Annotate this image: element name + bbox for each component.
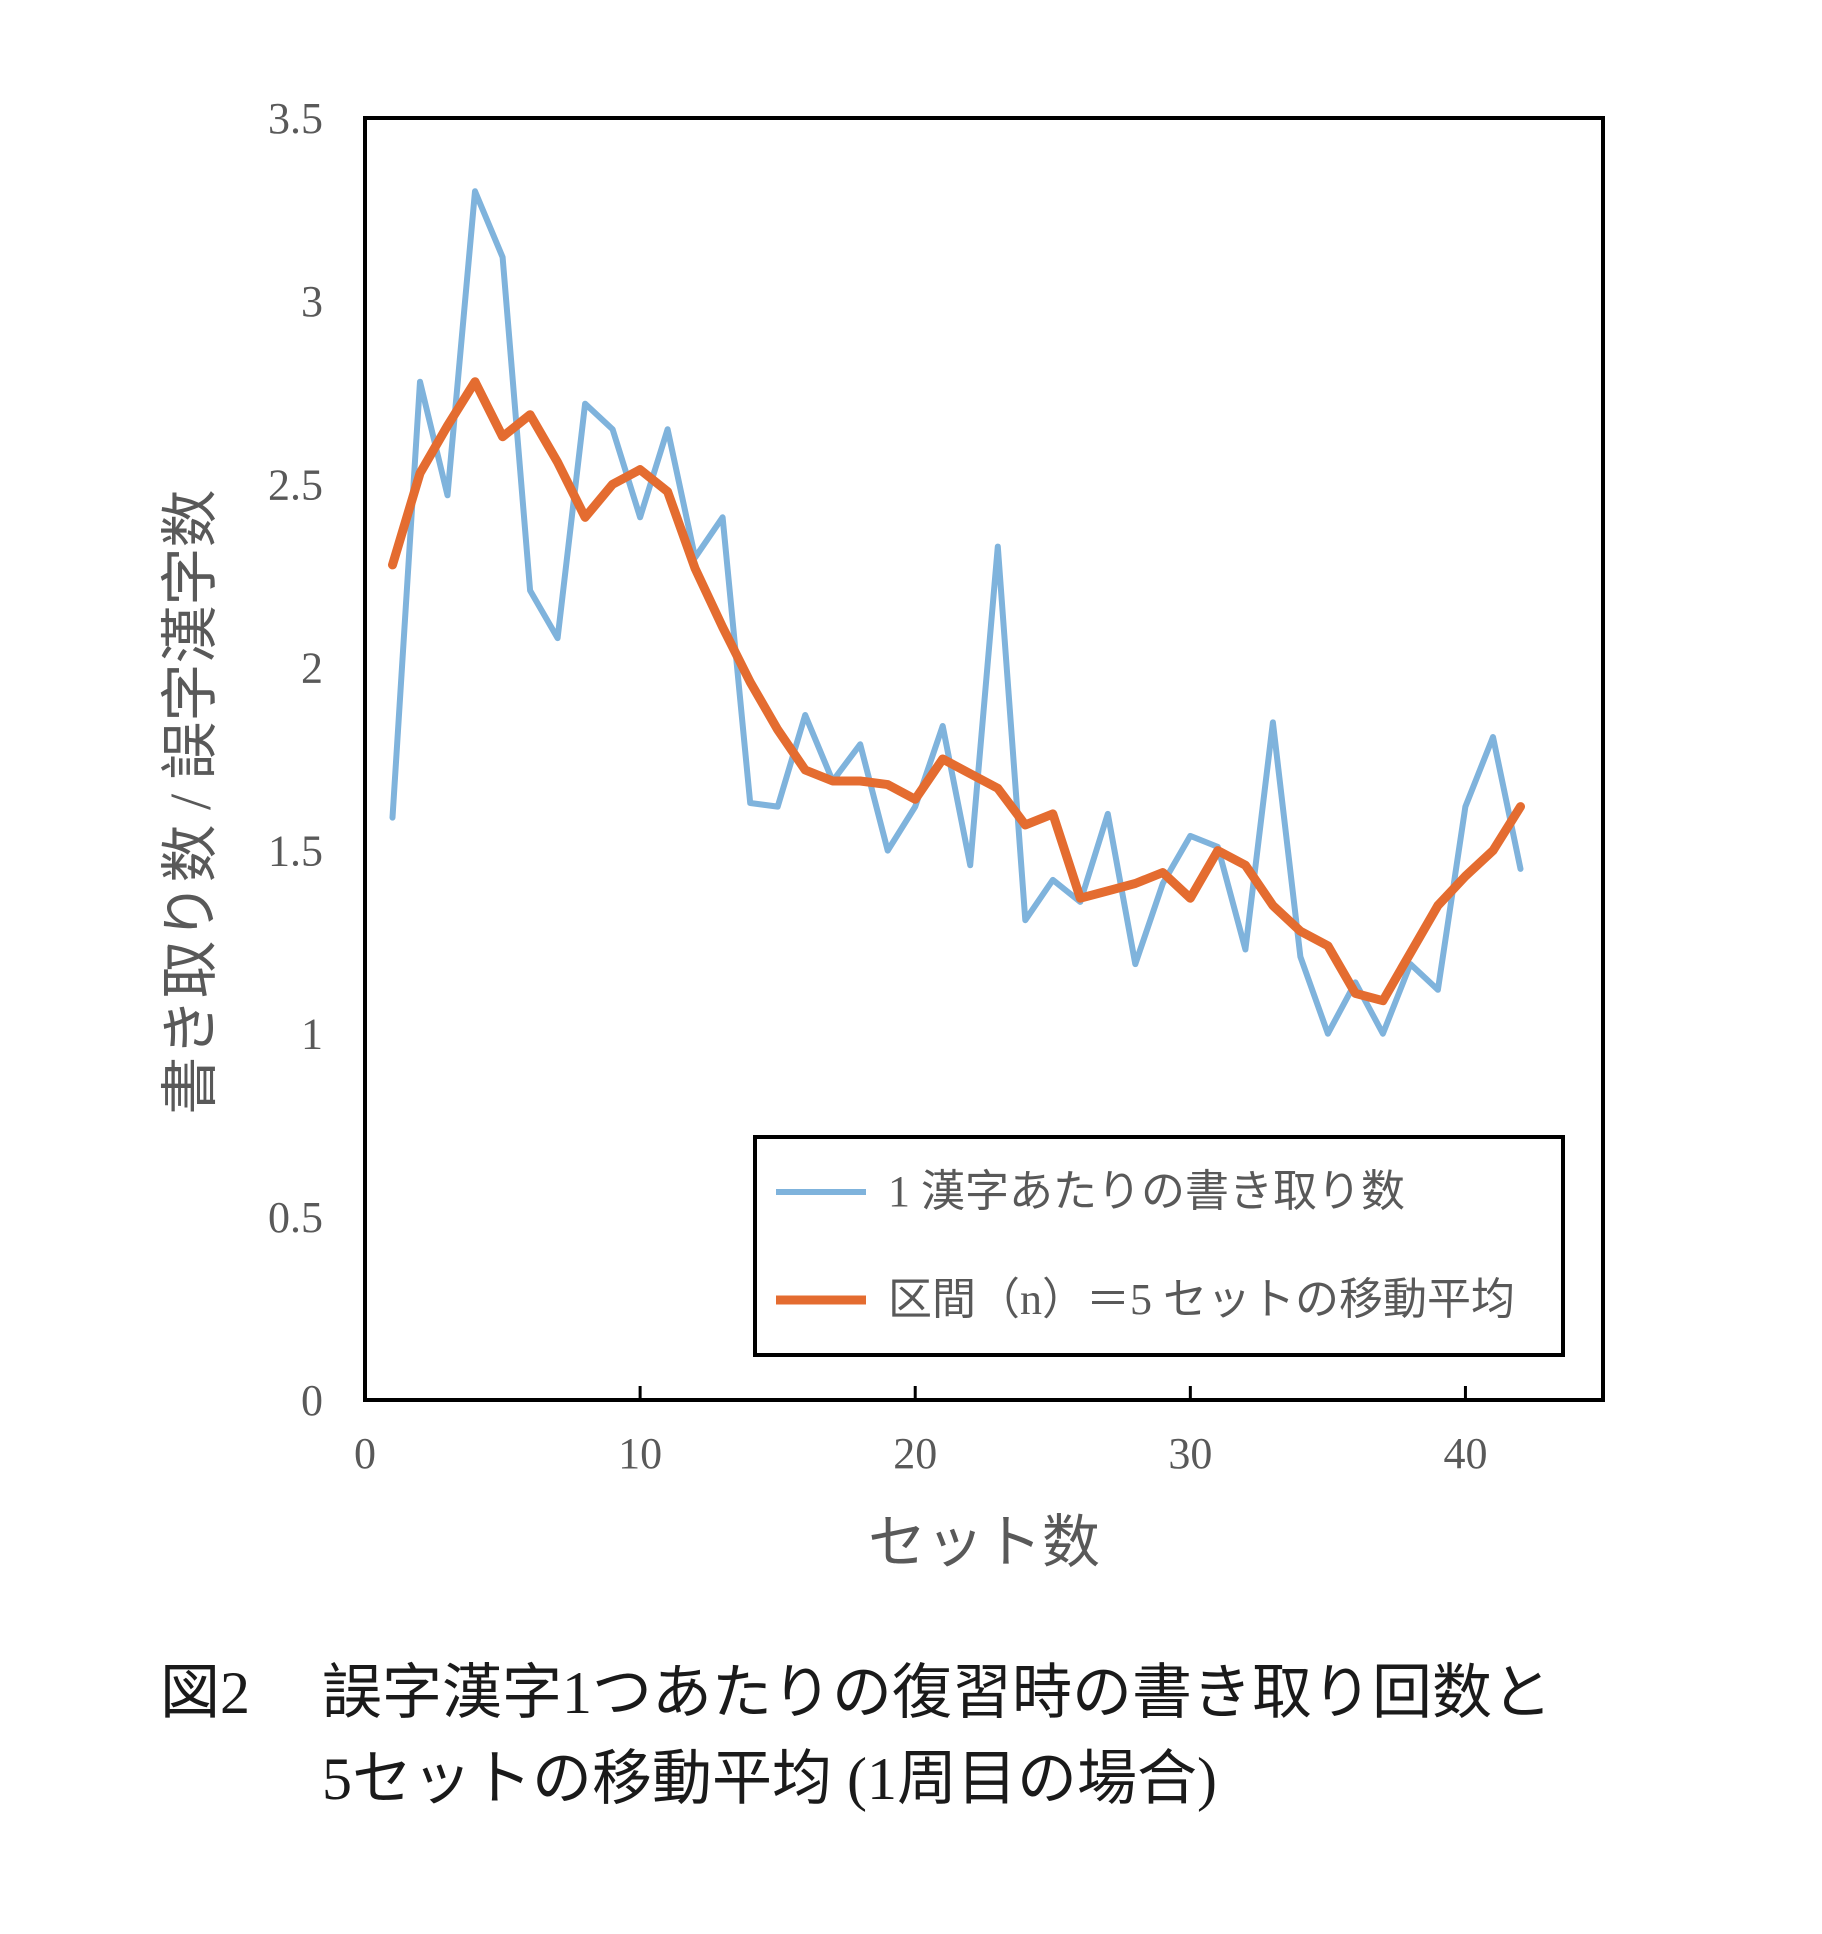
y-tick-label: 0: [301, 1376, 323, 1425]
x-axis-title: セット数: [868, 1510, 1100, 1575]
y-axis-title: 書き取り数 / 誤字漢字数: [158, 489, 223, 1114]
legend: 1 漢字あたりの書き取り数 区間（n）＝5 セットの移動平均: [753, 1135, 1565, 1357]
caption-first-line: 図2 誤字漢字1つあたりの復習時の書き取り回数と: [160, 1650, 1720, 1736]
series-line-moving-average: [388, 377, 1525, 1006]
legend-label-moving-average: 区間（n）＝5 セットの移動平均: [888, 1275, 1515, 1324]
figure-caption: 図2 誤字漢字1つあたりの復習時の書き取り回数と 5セットの移動平均 (1周目の…: [160, 1650, 1720, 1822]
x-tick-label: 30: [1168, 1429, 1212, 1478]
x-tick-label: 40: [1443, 1429, 1487, 1478]
caption-text-line1: 誤字漢字1つあたりの復習時の書き取り回数と: [322, 1660, 1552, 1726]
legend-box: [753, 1135, 1565, 1357]
legend-label-raw: 1 漢字あたりの書き取り数: [888, 1167, 1405, 1216]
y-tick-label: 1.5: [268, 827, 323, 876]
y-tick-label: 1: [301, 1010, 323, 1059]
plot-area-frame: [363, 116, 1605, 1402]
caption-figure-number: 図2: [160, 1660, 250, 1726]
y-tick-label: 3.5: [268, 94, 323, 143]
x-tick-label: 0: [354, 1429, 376, 1478]
y-tick-label: 3: [301, 277, 323, 326]
y-tick-label: 2: [301, 643, 323, 692]
y-tick-label: 2.5: [268, 460, 323, 509]
x-tick-label: 10: [618, 1429, 662, 1478]
y-tick-label: 0.5: [268, 1193, 323, 1242]
x-axis-tick-labels: 0 10 20 30 40: [354, 1386, 1487, 1478]
series-line-raw: [389, 188, 1524, 1037]
y-axis-tick-labels: 0 0.5 1 1.5 2 2.5 3 3.5: [268, 94, 323, 1425]
caption-text-line2: 5セットの移動平均 (1周目の場合): [322, 1746, 1217, 1812]
x-tick-label: 20: [893, 1429, 937, 1478]
series-layer: [388, 188, 1525, 1037]
